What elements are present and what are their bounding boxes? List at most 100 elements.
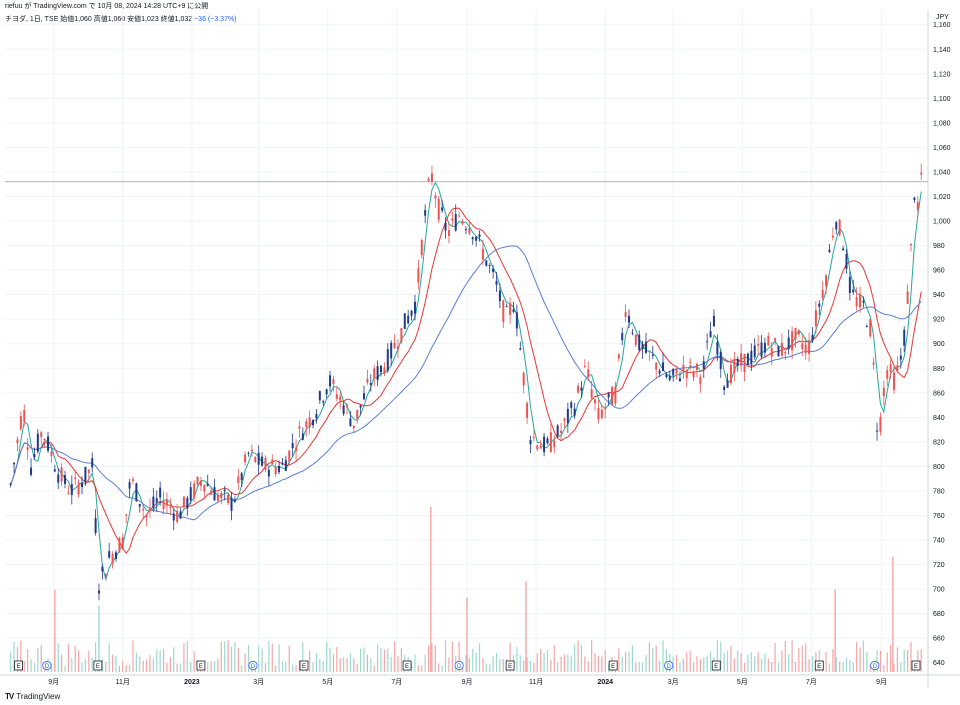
volume-bar bbox=[529, 661, 532, 672]
earnings-marker-icon bbox=[14, 660, 23, 671]
candle-body bbox=[920, 172, 923, 175]
volume-bar bbox=[234, 642, 236, 672]
candle-body bbox=[81, 483, 84, 488]
candle-body bbox=[26, 447, 29, 451]
candle-body bbox=[515, 312, 518, 329]
candle-body bbox=[47, 436, 50, 451]
candle-body bbox=[726, 380, 729, 388]
candle-body bbox=[379, 365, 382, 373]
volume-bar bbox=[543, 652, 545, 672]
candle-body bbox=[638, 334, 641, 350]
candle-body bbox=[301, 433, 304, 440]
candle-body bbox=[329, 375, 332, 387]
x-tick-label: 2023 bbox=[184, 679, 200, 686]
volume-bar bbox=[281, 661, 284, 672]
candle-body bbox=[199, 480, 202, 486]
candle-body bbox=[600, 409, 603, 418]
volume-bar bbox=[883, 665, 885, 672]
candle-body bbox=[417, 268, 420, 283]
candle-body bbox=[723, 386, 726, 391]
candle-body bbox=[695, 363, 698, 370]
volume-spike-bar bbox=[466, 597, 468, 672]
candle-body bbox=[536, 445, 539, 450]
volume-bar bbox=[20, 640, 22, 672]
dividend-marker-icon bbox=[664, 660, 674, 671]
y-tick-label: 1,020 bbox=[933, 194, 951, 201]
candle-body bbox=[447, 230, 450, 236]
volume-bar bbox=[332, 654, 335, 672]
event-marker-label: E bbox=[508, 664, 512, 670]
volume-bar bbox=[852, 662, 854, 672]
candle-body bbox=[104, 573, 107, 577]
volume-bar bbox=[856, 642, 858, 672]
candle-body bbox=[396, 346, 399, 350]
candle-body bbox=[546, 438, 549, 444]
candle-body bbox=[628, 315, 631, 323]
candle-body bbox=[101, 566, 104, 572]
x-tick-label: 2024 bbox=[597, 679, 613, 686]
candle-body bbox=[131, 479, 134, 481]
candle-body bbox=[549, 432, 552, 452]
volume-bar bbox=[244, 653, 246, 672]
volume-bar bbox=[264, 663, 267, 672]
volume-bar bbox=[217, 658, 219, 672]
candle-body bbox=[16, 439, 19, 444]
volume-bar bbox=[356, 664, 358, 672]
candle-body bbox=[267, 469, 270, 477]
volume-bar bbox=[258, 646, 260, 672]
candle-body bbox=[808, 340, 811, 355]
candle-body bbox=[369, 383, 372, 385]
volume-bar bbox=[349, 653, 352, 672]
volume-bar bbox=[376, 644, 379, 672]
candle-body bbox=[94, 518, 97, 533]
tradingview-brand[interactable]: TV TradingView bbox=[5, 692, 60, 701]
candle-body bbox=[689, 361, 692, 363]
event-marker-label: E bbox=[817, 664, 821, 670]
candle-body bbox=[257, 452, 260, 465]
candle-body bbox=[305, 421, 308, 428]
volume-bar bbox=[478, 643, 481, 672]
candle-body bbox=[529, 439, 532, 445]
candle-body bbox=[712, 315, 715, 327]
volume-bar bbox=[907, 650, 909, 672]
candle-body bbox=[322, 401, 325, 403]
volume-bar bbox=[903, 649, 905, 672]
candle-body bbox=[478, 234, 481, 237]
x-tick-label: 5月 bbox=[322, 678, 333, 686]
candle-body bbox=[899, 355, 902, 360]
candle-body bbox=[661, 362, 664, 372]
candle-body bbox=[797, 331, 800, 335]
event-marker-label: E bbox=[714, 664, 718, 670]
volume-bar bbox=[839, 661, 841, 672]
volume-bar bbox=[227, 640, 229, 672]
candle-body bbox=[278, 465, 281, 473]
candle-body bbox=[237, 476, 240, 484]
candle-body bbox=[213, 487, 216, 501]
y-tick-label: 880 bbox=[933, 366, 945, 373]
volume-bar bbox=[788, 654, 790, 672]
candle-body bbox=[916, 202, 919, 210]
candle-body bbox=[787, 337, 790, 350]
volume-bar bbox=[461, 665, 464, 672]
volume-bar bbox=[679, 662, 681, 672]
volume-spike-bar bbox=[834, 589, 836, 672]
volume-bar bbox=[489, 664, 491, 672]
volume-bar bbox=[652, 647, 654, 672]
event-marker-label: E bbox=[914, 664, 918, 670]
volume-bar bbox=[516, 647, 518, 672]
event-marker-label: E bbox=[17, 664, 21, 670]
candle-body bbox=[298, 426, 301, 429]
candle-body bbox=[216, 495, 219, 501]
price-chart[interactable]: 640 660 680 700 720 740 760 780 800 820 840 860 880 9… bbox=[0, 0, 960, 688]
candle-body bbox=[441, 207, 444, 211]
volume-bar bbox=[78, 650, 80, 672]
volume-bar bbox=[910, 642, 912, 672]
candle-body bbox=[159, 487, 162, 498]
candle-body bbox=[842, 248, 845, 251]
volume-bar bbox=[472, 648, 474, 672]
candle-body bbox=[702, 361, 705, 369]
candle-body bbox=[869, 319, 872, 337]
event-marker-label: D bbox=[873, 664, 878, 670]
candle-body bbox=[835, 222, 838, 230]
candle-body bbox=[509, 303, 512, 315]
